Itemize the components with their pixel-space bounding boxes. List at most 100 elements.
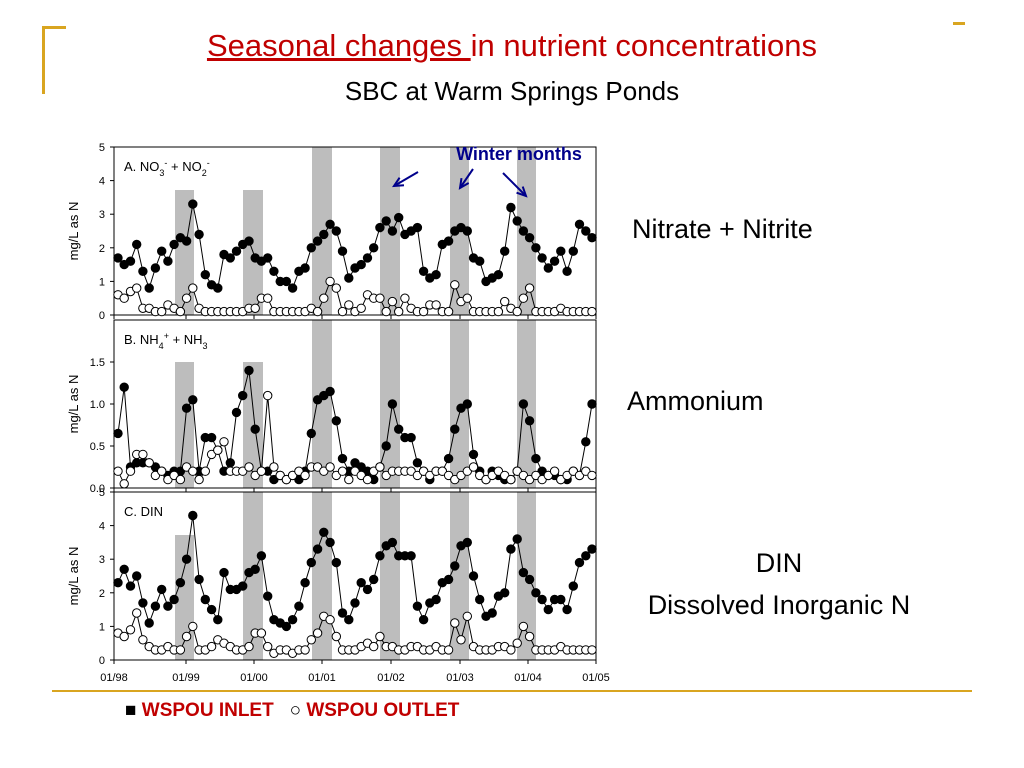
inlet-point — [406, 551, 416, 561]
panel-label-part: A. NO — [124, 159, 159, 174]
outlet-point — [188, 621, 198, 632]
y-tick-label: 1 — [99, 621, 105, 633]
outlet-point — [250, 303, 260, 313]
y-tick-label: 3 — [99, 554, 105, 566]
outlet-point — [125, 466, 136, 476]
inlet-point — [581, 437, 591, 447]
x-tick-label: 01/04 — [514, 672, 542, 684]
inlet-point — [281, 621, 292, 632]
inlet-point — [325, 219, 335, 230]
top-right-corner-mark — [953, 22, 965, 25]
outlet-point — [175, 474, 186, 485]
panel-label: A. NO3- + NO2- — [124, 158, 210, 178]
y-tick-label: 5 — [99, 487, 105, 499]
inlet-point — [543, 263, 553, 273]
y-tick-label: 1.0 — [90, 399, 105, 411]
outlet-point — [188, 466, 198, 476]
inlet-point — [443, 574, 454, 585]
inlet-point — [587, 399, 597, 409]
outlet-point — [518, 621, 529, 632]
inlet-point — [325, 386, 335, 397]
top-left-corner-vertical — [42, 26, 45, 94]
outlet-point — [206, 641, 217, 652]
inlet-point — [356, 578, 366, 588]
inlet-point — [312, 236, 323, 246]
inlet-point — [231, 407, 242, 418]
outlet-point — [325, 615, 335, 625]
outlet-point — [125, 625, 136, 635]
outlet-point — [512, 306, 522, 317]
y-tick-label: 0.5 — [90, 441, 105, 453]
y-tick-label: 2 — [99, 243, 105, 255]
outlet-point — [549, 466, 560, 476]
inlet-point — [200, 270, 211, 280]
inlet-point — [468, 449, 479, 460]
outlet-point — [344, 300, 354, 310]
inlet-point — [287, 615, 298, 625]
winter-arrow-shaft — [502, 172, 527, 197]
y-tick-label: 0.0 — [90, 483, 105, 495]
winter-arrow-shaft — [459, 168, 474, 189]
panel-label-part: B. NH — [124, 332, 159, 347]
outlet-point — [325, 276, 335, 287]
inlet-point — [462, 537, 472, 548]
inlet-point — [163, 256, 173, 266]
inlet-point — [238, 581, 248, 591]
outlet-point — [312, 306, 323, 317]
inlet-point — [138, 598, 148, 608]
inlet-point — [500, 588, 510, 598]
outlet-point — [219, 437, 229, 447]
inlet-point — [325, 537, 335, 548]
outlet-point — [468, 462, 479, 472]
inlet-point — [450, 561, 460, 571]
outlet-point — [418, 306, 429, 317]
inlet-point — [518, 567, 529, 578]
inlet-point — [256, 551, 267, 561]
inlet-point — [119, 382, 129, 392]
outlet-point — [181, 293, 192, 303]
inlet-point — [531, 243, 541, 253]
outlet-point — [269, 462, 279, 472]
inlet-point — [213, 283, 223, 293]
inlet-point — [181, 554, 192, 564]
inlet-point — [219, 567, 229, 578]
y-tick-label: 4 — [99, 521, 105, 533]
y-tick-label: 4 — [99, 176, 105, 188]
x-tick-label: 01/99 — [172, 672, 200, 684]
inlet-point — [418, 266, 429, 276]
outlet-point — [263, 293, 273, 303]
inlet-point — [169, 239, 179, 250]
outlet-point — [387, 296, 398, 307]
outlet-point — [506, 645, 516, 655]
slide-subtitle: SBC at Warm Springs Ponds — [344, 76, 680, 106]
outlet-point — [375, 293, 385, 303]
inlet-point — [206, 604, 217, 615]
outlet-point — [319, 293, 329, 303]
inlet-point — [493, 270, 504, 280]
inlet-point — [518, 399, 529, 409]
outlet-point — [256, 628, 267, 638]
y-axis-label: mg/L as N — [66, 547, 81, 606]
inlet-point — [518, 226, 529, 236]
panel-label: C. DIN — [124, 504, 163, 519]
outlet-point — [524, 283, 535, 293]
inlet-point — [500, 246, 510, 256]
outlet-point — [362, 474, 373, 485]
panel-frame — [113, 491, 597, 661]
outlet-point — [144, 458, 154, 468]
winter-months-annotation: Winter months — [456, 144, 582, 164]
outlet-point — [462, 611, 472, 621]
outlet-point — [331, 283, 341, 293]
inlet-point — [169, 594, 179, 605]
inlet-point — [556, 246, 566, 256]
winter-shade-band — [175, 190, 194, 315]
inlet-point — [462, 399, 472, 409]
outlet-point — [175, 306, 186, 317]
y-tick-label: 0 — [99, 655, 105, 667]
side-label-ammonium: Ammonium — [627, 386, 764, 416]
outlet-point — [119, 293, 129, 303]
inlet-point — [375, 551, 385, 561]
outlet-point — [456, 635, 466, 645]
inlet-point — [188, 395, 198, 405]
